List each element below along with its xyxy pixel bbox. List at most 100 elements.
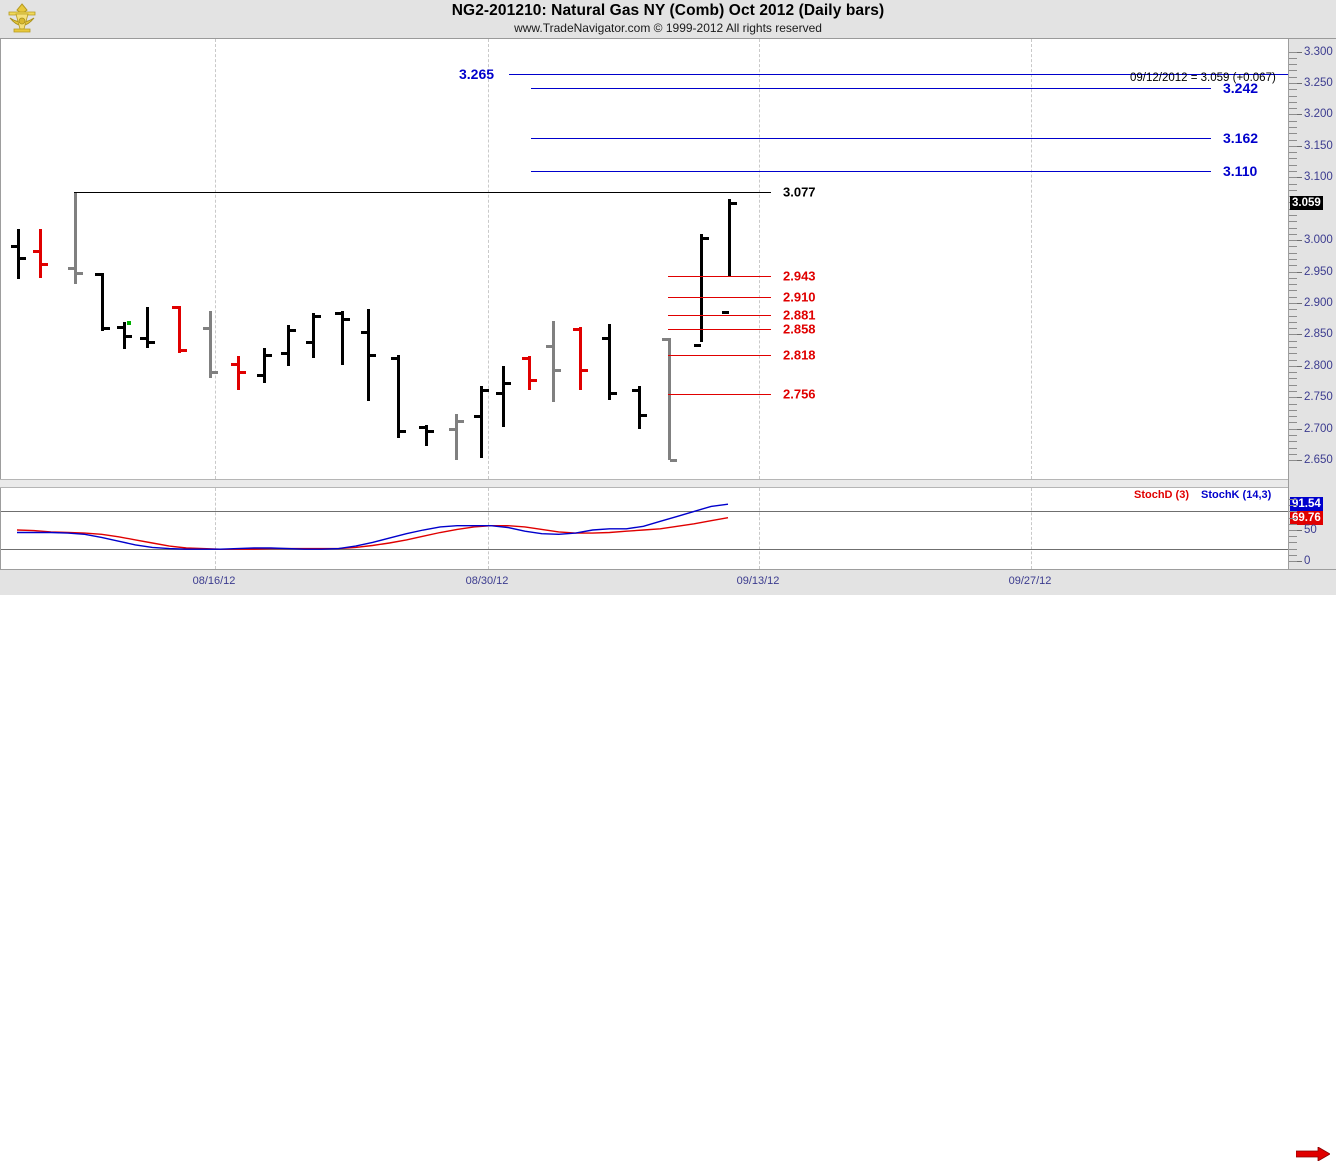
- stoch-axis-minor-tick: [1289, 499, 1297, 500]
- ohlc-bar: [728, 199, 731, 277]
- price-axis-minor-tick: [1289, 227, 1297, 229]
- price-axis-minor-tick: [1289, 334, 1297, 336]
- price-axis-minor-tick: [1289, 384, 1297, 386]
- level-line[interactable]: [668, 314, 771, 316]
- ohlc-close-tick: [530, 378, 537, 382]
- level-line[interactable]: [668, 354, 771, 356]
- ohlc-bar: [638, 385, 641, 429]
- ohlc-close-tick: [640, 413, 647, 417]
- price-axis[interactable]: 3.300 3.250 3.200 3.150 3.100 3.000 2.950 2.900…: [1288, 39, 1336, 569]
- level-line[interactable]: [668, 393, 771, 395]
- ohlc-close-tick: [730, 202, 737, 206]
- price-axis-minor-tick: [1289, 315, 1297, 317]
- ohlc-close-tick: [239, 370, 246, 374]
- date-axis-label: 09/27/12: [1008, 575, 1052, 587]
- level-line[interactable]: [668, 275, 771, 277]
- level-line[interactable]: [531, 138, 1211, 140]
- sextant-logo-icon: [4, 1, 40, 35]
- price-gridline: [1031, 39, 1032, 479]
- chart-header: NG2-201210: Natural Gas NY (Comb) Oct 20…: [0, 0, 1336, 39]
- ohlc-bar: [74, 191, 77, 285]
- price-axis-minor-tick: [1289, 89, 1297, 91]
- ohlc-close-tick: [504, 382, 511, 386]
- ohlc-open-tick: [474, 415, 481, 419]
- ohlc-open-tick: [722, 311, 729, 315]
- level-label: 2.756: [783, 386, 816, 401]
- ohlc-bar: [287, 325, 290, 366]
- ohlc-bar: [579, 326, 582, 390]
- level-label: 3.110: [1223, 163, 1258, 179]
- ohlc-open-tick: [33, 249, 40, 253]
- ohlc-bar: [123, 322, 126, 349]
- price-axis-label: 3.300: [1304, 45, 1333, 58]
- stoch-axis-minor-tick: [1289, 530, 1297, 531]
- price-axis-minor-tick: [1289, 259, 1297, 260]
- level-line[interactable]: [509, 73, 1289, 75]
- price-axis-minor-tick: [1289, 265, 1297, 267]
- price-axis-minor-tick: [1289, 145, 1297, 147]
- price-axis-minor-tick: [1289, 290, 1297, 292]
- stoch-axis-minor-tick: [1289, 561, 1297, 562]
- price-axis-minor-tick: [1289, 271, 1297, 273]
- price-axis-minor-tick: [1289, 171, 1297, 172]
- price-axis-minor-tick: [1289, 416, 1297, 418]
- date-axis[interactable]: 08/16/12 08/30/12 09/13/12 09/27/12: [0, 569, 1336, 1162]
- ohlc-bar: [700, 233, 703, 342]
- ohlc-bar: [101, 272, 104, 331]
- ohlc-bar: [312, 313, 315, 359]
- level-line[interactable]: [668, 296, 771, 298]
- ohlc-open-tick: [306, 340, 313, 344]
- ohlc-open-tick: [573, 328, 580, 332]
- ohlc-close-tick: [180, 348, 187, 352]
- bar-marker-icon: [127, 321, 131, 326]
- price-axis-label: 3.100: [1304, 171, 1333, 184]
- ohlc-open-tick: [361, 330, 368, 334]
- price-pane[interactable]: 3.265 3.242 3.162 3.110 3.077 2.943 2.910 2.881…: [0, 39, 1289, 520]
- stoch-d-legend: StochD (3): [1134, 489, 1189, 501]
- ohlc-open-tick: [694, 344, 701, 348]
- stoch-axis-minor-tick: [1289, 517, 1297, 519]
- ohlc-close-tick: [41, 263, 48, 267]
- stoch-k-line: [17, 503, 729, 550]
- ohlc-close-tick: [289, 329, 296, 333]
- ohlc-close-tick: [148, 340, 155, 344]
- price-gridline: [488, 39, 489, 479]
- ohlc-bar: [455, 413, 458, 461]
- level-label: 3.162: [1223, 130, 1259, 147]
- price-axis-minor-tick: [1289, 347, 1297, 348]
- ohlc-open-tick: [231, 362, 238, 366]
- ohlc-close-tick: [19, 256, 26, 260]
- ohlc-bar: [263, 348, 266, 384]
- price-axis-minor-tick: [1289, 321, 1297, 323]
- price-axis-minor-tick: [1289, 57, 1297, 59]
- price-axis-minor-tick: [1289, 359, 1297, 361]
- level-label: 3.077: [783, 184, 816, 200]
- price-axis-minor-tick: [1289, 372, 1297, 374]
- level-label: 2.881: [783, 307, 816, 323]
- ohlc-open-tick: [522, 357, 529, 361]
- ohlc-close-tick: [103, 326, 110, 330]
- level-line[interactable]: [531, 88, 1211, 90]
- level-line[interactable]: [74, 191, 771, 193]
- level-line[interactable]: [668, 329, 771, 331]
- ohlc-close-tick: [554, 368, 561, 372]
- ohlc-close-tick: [702, 236, 709, 240]
- stoch-axis-label: 0: [1304, 555, 1311, 567]
- price-axis-minor-tick: [1289, 277, 1297, 279]
- price-axis-minor-tick: [1289, 284, 1297, 286]
- price-axis-minor-tick: [1289, 309, 1297, 311]
- ohlc-bar: [178, 305, 181, 354]
- price-axis-minor-tick: [1289, 403, 1297, 405]
- ohlc-close-tick: [125, 335, 132, 339]
- stochastic-pane[interactable]: StochD (3) StochK (14,3): [0, 488, 1289, 569]
- price-axis-minor-tick: [1289, 76, 1297, 78]
- price-axis-label: 2.650: [1304, 454, 1333, 467]
- level-line[interactable]: [531, 171, 1211, 172]
- ohlc-bar: [341, 311, 344, 365]
- price-axis-minor-tick: [1289, 164, 1297, 166]
- date-axis-label: 08/30/12: [465, 575, 509, 587]
- scroll-forward-arrow-icon[interactable]: [1295, 1146, 1331, 1162]
- ohlc-bar: [237, 355, 240, 390]
- price-axis-minor-tick: [1289, 435, 1297, 436]
